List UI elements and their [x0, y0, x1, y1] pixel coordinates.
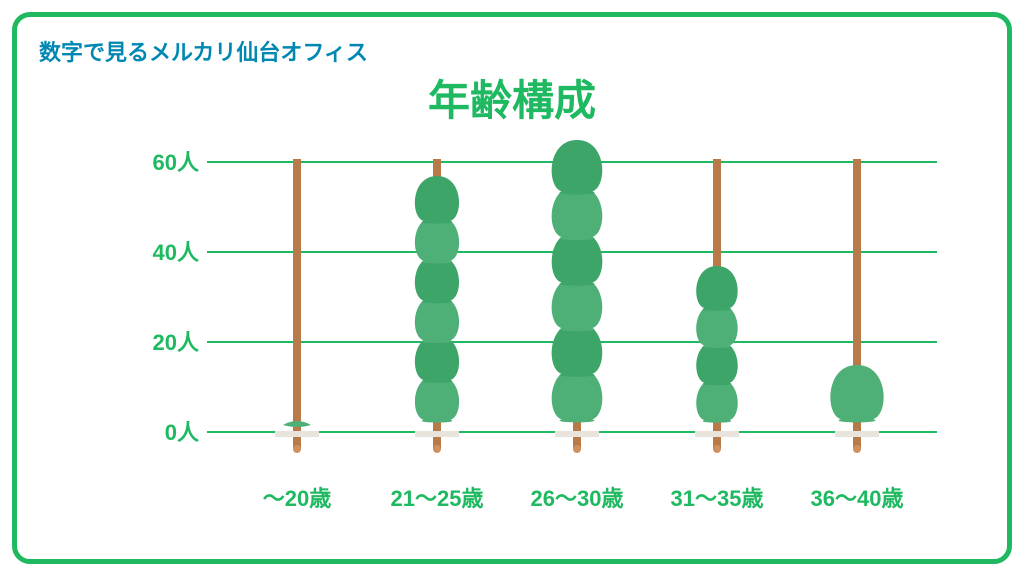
y-axis-label: 40人: [137, 235, 199, 267]
skewer-tip: [293, 445, 301, 453]
chart-frame: 数字で見るメルカリ仙台オフィス 年齢構成 0人 20人 40人 60人〜20歳 21〜2…: [12, 12, 1012, 564]
skewer-tip: [713, 445, 721, 453]
dango-stack: [535, 140, 618, 432]
dango-plate: [555, 431, 599, 437]
dango-plate: [415, 431, 459, 437]
skewer-tip: [433, 445, 441, 453]
plot-area: 0人20人40人60人〜20歳21〜25歳26〜30歳31〜35歳36〜40歳: [137, 137, 937, 467]
dango-plate: [695, 431, 739, 437]
y-axis-label: 20人: [137, 325, 199, 357]
dango-ball: [283, 421, 311, 427]
x-axis-label: 21〜25歳: [391, 481, 484, 513]
dango-ball: [696, 266, 737, 311]
page-subtitle: 数字で見るメルカリ仙台オフィス: [39, 35, 368, 67]
skewer-tip: [573, 445, 581, 453]
dango-stack: [401, 176, 474, 432]
dango-stack: [290, 415, 304, 431]
x-axis-label: 36〜40歳: [811, 481, 904, 513]
skewer-tip: [853, 445, 861, 453]
chart-title: 年齢構成: [17, 67, 1007, 128]
skewer-stick: [293, 159, 301, 449]
y-axis-label: 60人: [137, 145, 199, 177]
dango-ball: [830, 365, 883, 422]
y-axis-label: 0人: [137, 415, 199, 447]
dango-plate: [835, 431, 879, 437]
dango-stack: [683, 266, 751, 432]
dango-stack: [813, 365, 901, 432]
x-axis-label: 〜20歳: [263, 481, 331, 513]
dango-ball: [552, 140, 603, 195]
dango-plate: [275, 431, 319, 437]
x-axis-label: 31〜35歳: [671, 481, 764, 513]
x-axis-label: 26〜30歳: [531, 481, 624, 513]
dango-ball: [415, 176, 459, 224]
